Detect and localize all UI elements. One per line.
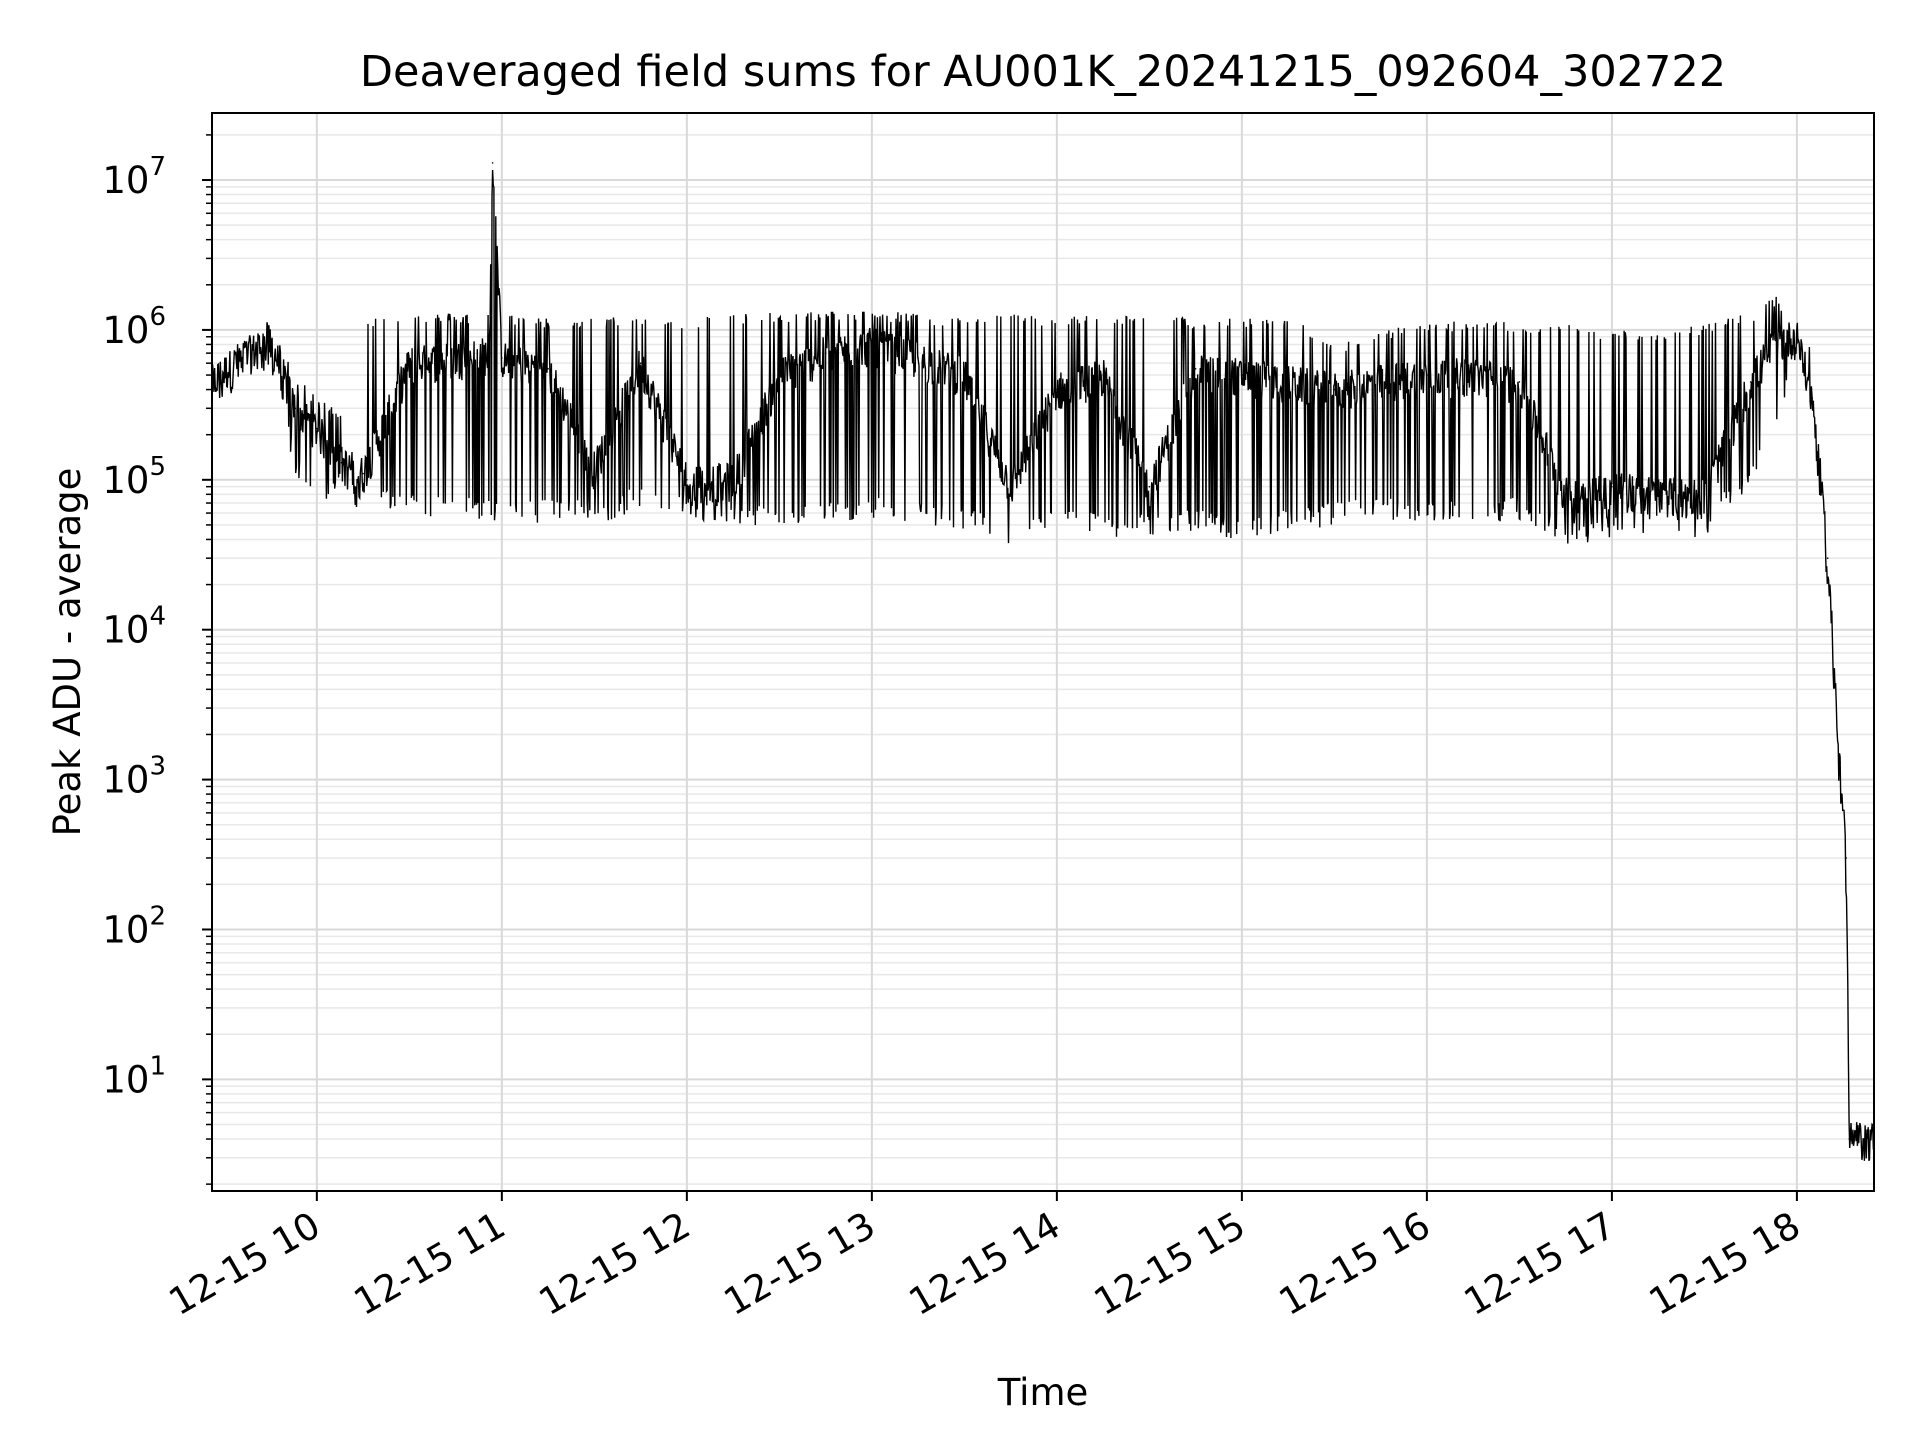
data-point (1102, 374, 1104, 376)
data-point (1703, 493, 1706, 496)
data-point (1518, 381, 1521, 383)
data-point (1287, 381, 1289, 383)
series-layer (211, 162, 1875, 1162)
data-point (639, 362, 642, 365)
chart-title: Deaveraged field sums for AU001K_2024121… (360, 47, 1726, 97)
data-point (340, 461, 343, 464)
data-point (593, 467, 596, 469)
data-point (1009, 485, 1012, 488)
data-point (1148, 485, 1151, 488)
y-tick-label: 104 (102, 602, 166, 652)
data-point (1056, 388, 1058, 391)
plot-background (212, 113, 1874, 1191)
data-point (686, 479, 688, 481)
plot-frame (211, 112, 1875, 1192)
data-point (239, 357, 241, 359)
data-point (824, 352, 827, 354)
data-point (488, 352, 491, 354)
data-point (1379, 381, 1382, 383)
y-axis-label: Peak ADU - average (46, 468, 89, 837)
data-point (1333, 388, 1336, 391)
data-point (778, 374, 781, 376)
y-tick-label: 106 (102, 302, 166, 352)
data-point (294, 407, 297, 410)
data-point (1611, 485, 1613, 488)
y-tick-label: 102 (102, 901, 166, 951)
data-point (1811, 397, 1814, 400)
data-point (362, 472, 364, 475)
data-point (1774, 339, 1777, 342)
series-0 (211, 162, 1875, 1162)
data-point (1194, 368, 1197, 370)
data-point (491, 162, 494, 164)
data-point (1845, 857, 1847, 859)
data-point (917, 357, 919, 359)
data-point (1657, 493, 1659, 496)
data-point (1796, 336, 1798, 338)
data-point (1826, 557, 1829, 559)
data-point (269, 339, 272, 342)
data-point (454, 357, 457, 359)
data-point (1426, 374, 1428, 376)
y-tick-label: 103 (102, 752, 166, 802)
data-point (963, 374, 966, 376)
data-point (1839, 761, 1841, 764)
grid (212, 113, 1874, 1191)
data-point (732, 479, 734, 481)
data-point (1472, 374, 1474, 376)
y-tick-label: 107 (102, 152, 166, 202)
data-point (871, 343, 873, 346)
data-point (408, 362, 411, 365)
data-point (1564, 493, 1567, 496)
data-point (1848, 1138, 1851, 1140)
data-point (1749, 381, 1752, 383)
data-point (547, 368, 549, 370)
series-line (211, 169, 1875, 1162)
y-tick-label: 101 (102, 1051, 166, 1101)
y-tick-label: 105 (102, 452, 166, 502)
data-point (1241, 374, 1243, 376)
x-axis-label: Time (997, 1371, 1089, 1414)
data-point (501, 357, 503, 359)
data-point (316, 427, 318, 430)
